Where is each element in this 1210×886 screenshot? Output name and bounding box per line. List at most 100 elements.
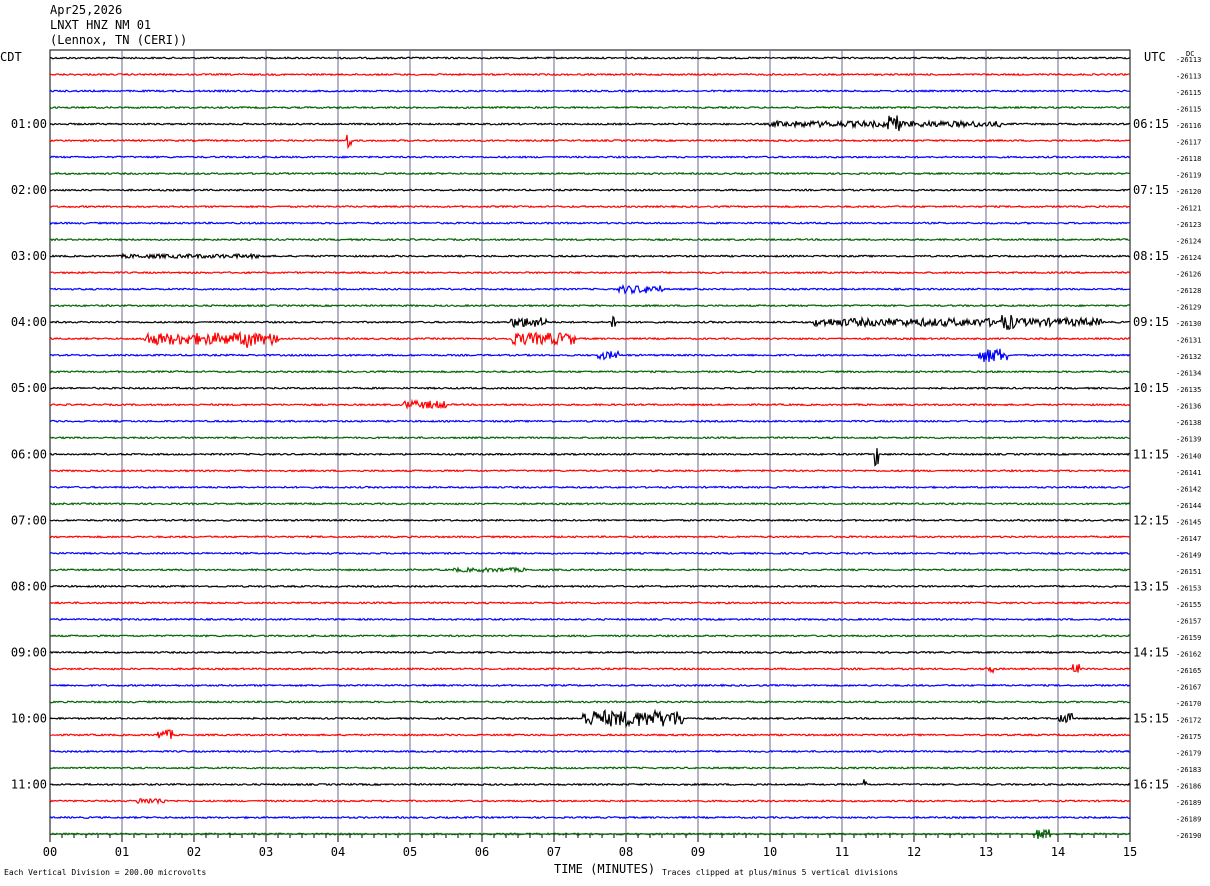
dc-label: DC: [1186, 50, 1195, 58]
seismic-trace: [49, 601, 1131, 605]
cdt-time-label: 03:00: [11, 249, 47, 263]
seismic-trace: [49, 115, 1131, 132]
dc-offset-label: -26179: [1176, 749, 1201, 757]
x-tick-label: 06: [475, 845, 489, 859]
dc-offset-label: -26162: [1176, 650, 1201, 658]
seismic-trace: [49, 419, 1131, 424]
dc-offset-label: -26128: [1176, 287, 1201, 295]
utc-time-label: 11:15: [1133, 447, 1169, 461]
utc-time-label: 08:15: [1133, 249, 1169, 263]
utc-time-label: 10:15: [1133, 381, 1169, 395]
dc-offset-label: -26130: [1176, 320, 1201, 328]
dc-offset-label: -26123: [1176, 221, 1201, 229]
seismic-trace: [50, 252, 1131, 261]
cdt-time-label: 09:00: [11, 645, 47, 659]
cdt-time-label: 11:00: [11, 777, 47, 791]
dc-offset-label: -26140: [1176, 452, 1201, 460]
seismic-trace: [49, 188, 1130, 192]
seismic-trace: [49, 386, 1131, 391]
cdt-time-label: 02:00: [11, 183, 47, 197]
utc-time-label: 09:15: [1133, 315, 1169, 329]
seismic-trace: [49, 134, 1131, 150]
x-tick-label: 08: [619, 845, 633, 859]
seismic-trace: [49, 56, 1131, 60]
dc-offset-label: -26115: [1176, 89, 1201, 97]
x-axis-title: TIME (MINUTES): [554, 862, 656, 876]
seismic-trace: [49, 314, 1131, 331]
dc-offset-label: -26124: [1176, 254, 1201, 262]
dc-offset-label: -26186: [1176, 782, 1201, 790]
dc-offset-label: -26132: [1176, 353, 1201, 361]
x-tick-label: 05: [403, 845, 417, 859]
seismic-trace: [49, 683, 1131, 688]
utc-time-label: 06:15: [1133, 117, 1169, 131]
dc-offset-label: -26147: [1176, 535, 1201, 543]
seismic-trace: [49, 237, 1131, 242]
seismic-trace: [49, 501, 1131, 506]
dc-offset-label: -26126: [1176, 271, 1201, 279]
dc-offset-label: -26149: [1176, 551, 1201, 559]
seismic-trace: [49, 617, 1131, 622]
dc-offset-label: -26167: [1176, 683, 1201, 691]
seismic-trace: [49, 303, 1131, 308]
x-tick-label: 14: [1051, 845, 1065, 859]
seismic-trace: [49, 204, 1131, 209]
dc-offset-label: -26124: [1176, 238, 1201, 246]
seismic-trace: [49, 749, 1130, 754]
dc-offset-label: -26175: [1176, 733, 1201, 741]
seismic-trace: [49, 815, 1131, 820]
cdt-time-label: 04:00: [11, 315, 47, 329]
x-tick-label: 02: [187, 845, 201, 859]
seismic-trace: [49, 828, 1131, 839]
seismic-trace: [49, 700, 1131, 704]
cdt-time-label: 07:00: [11, 513, 47, 527]
seismic-trace: [49, 566, 1131, 574]
station-code: LNXT HNZ NM 01: [50, 18, 152, 32]
x-tick-label: 01: [115, 845, 129, 859]
utc-time-label: 13:15: [1133, 579, 1169, 593]
seismic-trace: [49, 284, 1131, 295]
seismic-trace: [49, 155, 1131, 159]
x-tick-label: 07: [547, 845, 561, 859]
x-tick-label: 12: [907, 845, 921, 859]
seismic-trace: [49, 435, 1131, 440]
dc-offset-label: -26134: [1176, 370, 1201, 378]
utc-time-label: 07:15: [1133, 183, 1169, 197]
plot-date: Apr25,2026: [50, 3, 123, 17]
cdt-time-label: 08:00: [11, 579, 47, 593]
x-tick-label: 10: [763, 845, 777, 859]
x-tick-label: 04: [331, 845, 345, 859]
dc-offset-label: -26189: [1176, 799, 1201, 807]
dc-offset-label: -26153: [1176, 584, 1201, 592]
seismic-trace: [49, 221, 1131, 225]
dc-offset-label: -26141: [1176, 469, 1201, 477]
x-tick-label: 09: [691, 845, 705, 859]
scale-note: Each Vertical Division = 200.00 microvol…: [4, 868, 207, 877]
dc-offset-label: -26131: [1176, 337, 1201, 345]
dc-offset-label: -26190: [1176, 832, 1201, 840]
dc-offset-label: -26170: [1176, 700, 1201, 708]
dc-offset-label: -26117: [1176, 139, 1201, 147]
seismic-trace: [49, 551, 1130, 556]
dc-offset-label: -26119: [1176, 172, 1201, 180]
dc-offset-label: -26151: [1176, 568, 1201, 576]
seismic-trace: [49, 468, 1131, 473]
dc-offset-label: -26120: [1176, 188, 1201, 196]
seismic-trace: [49, 448, 1131, 467]
dc-offset-label: -26116: [1176, 122, 1201, 130]
seismic-trace: [49, 72, 1131, 77]
dc-offset-label: -26113: [1176, 73, 1201, 81]
clip-note: Traces clipped at plus/minus 5 vertical …: [662, 868, 899, 877]
x-tick-label: 13: [979, 845, 993, 859]
dc-offset-label: -26118: [1176, 155, 1201, 163]
seismic-trace: [49, 797, 1131, 805]
dc-offset-label: -26155: [1176, 601, 1201, 609]
seismic-trace: [49, 270, 1131, 275]
seismic-trace: [49, 534, 1131, 539]
utc-time-label: 12:15: [1133, 513, 1169, 527]
dc-offset-label: -26121: [1176, 205, 1201, 213]
seismic-trace: [49, 584, 1131, 589]
x-tick-label: 15: [1123, 845, 1137, 859]
seismic-trace: [49, 779, 1131, 787]
